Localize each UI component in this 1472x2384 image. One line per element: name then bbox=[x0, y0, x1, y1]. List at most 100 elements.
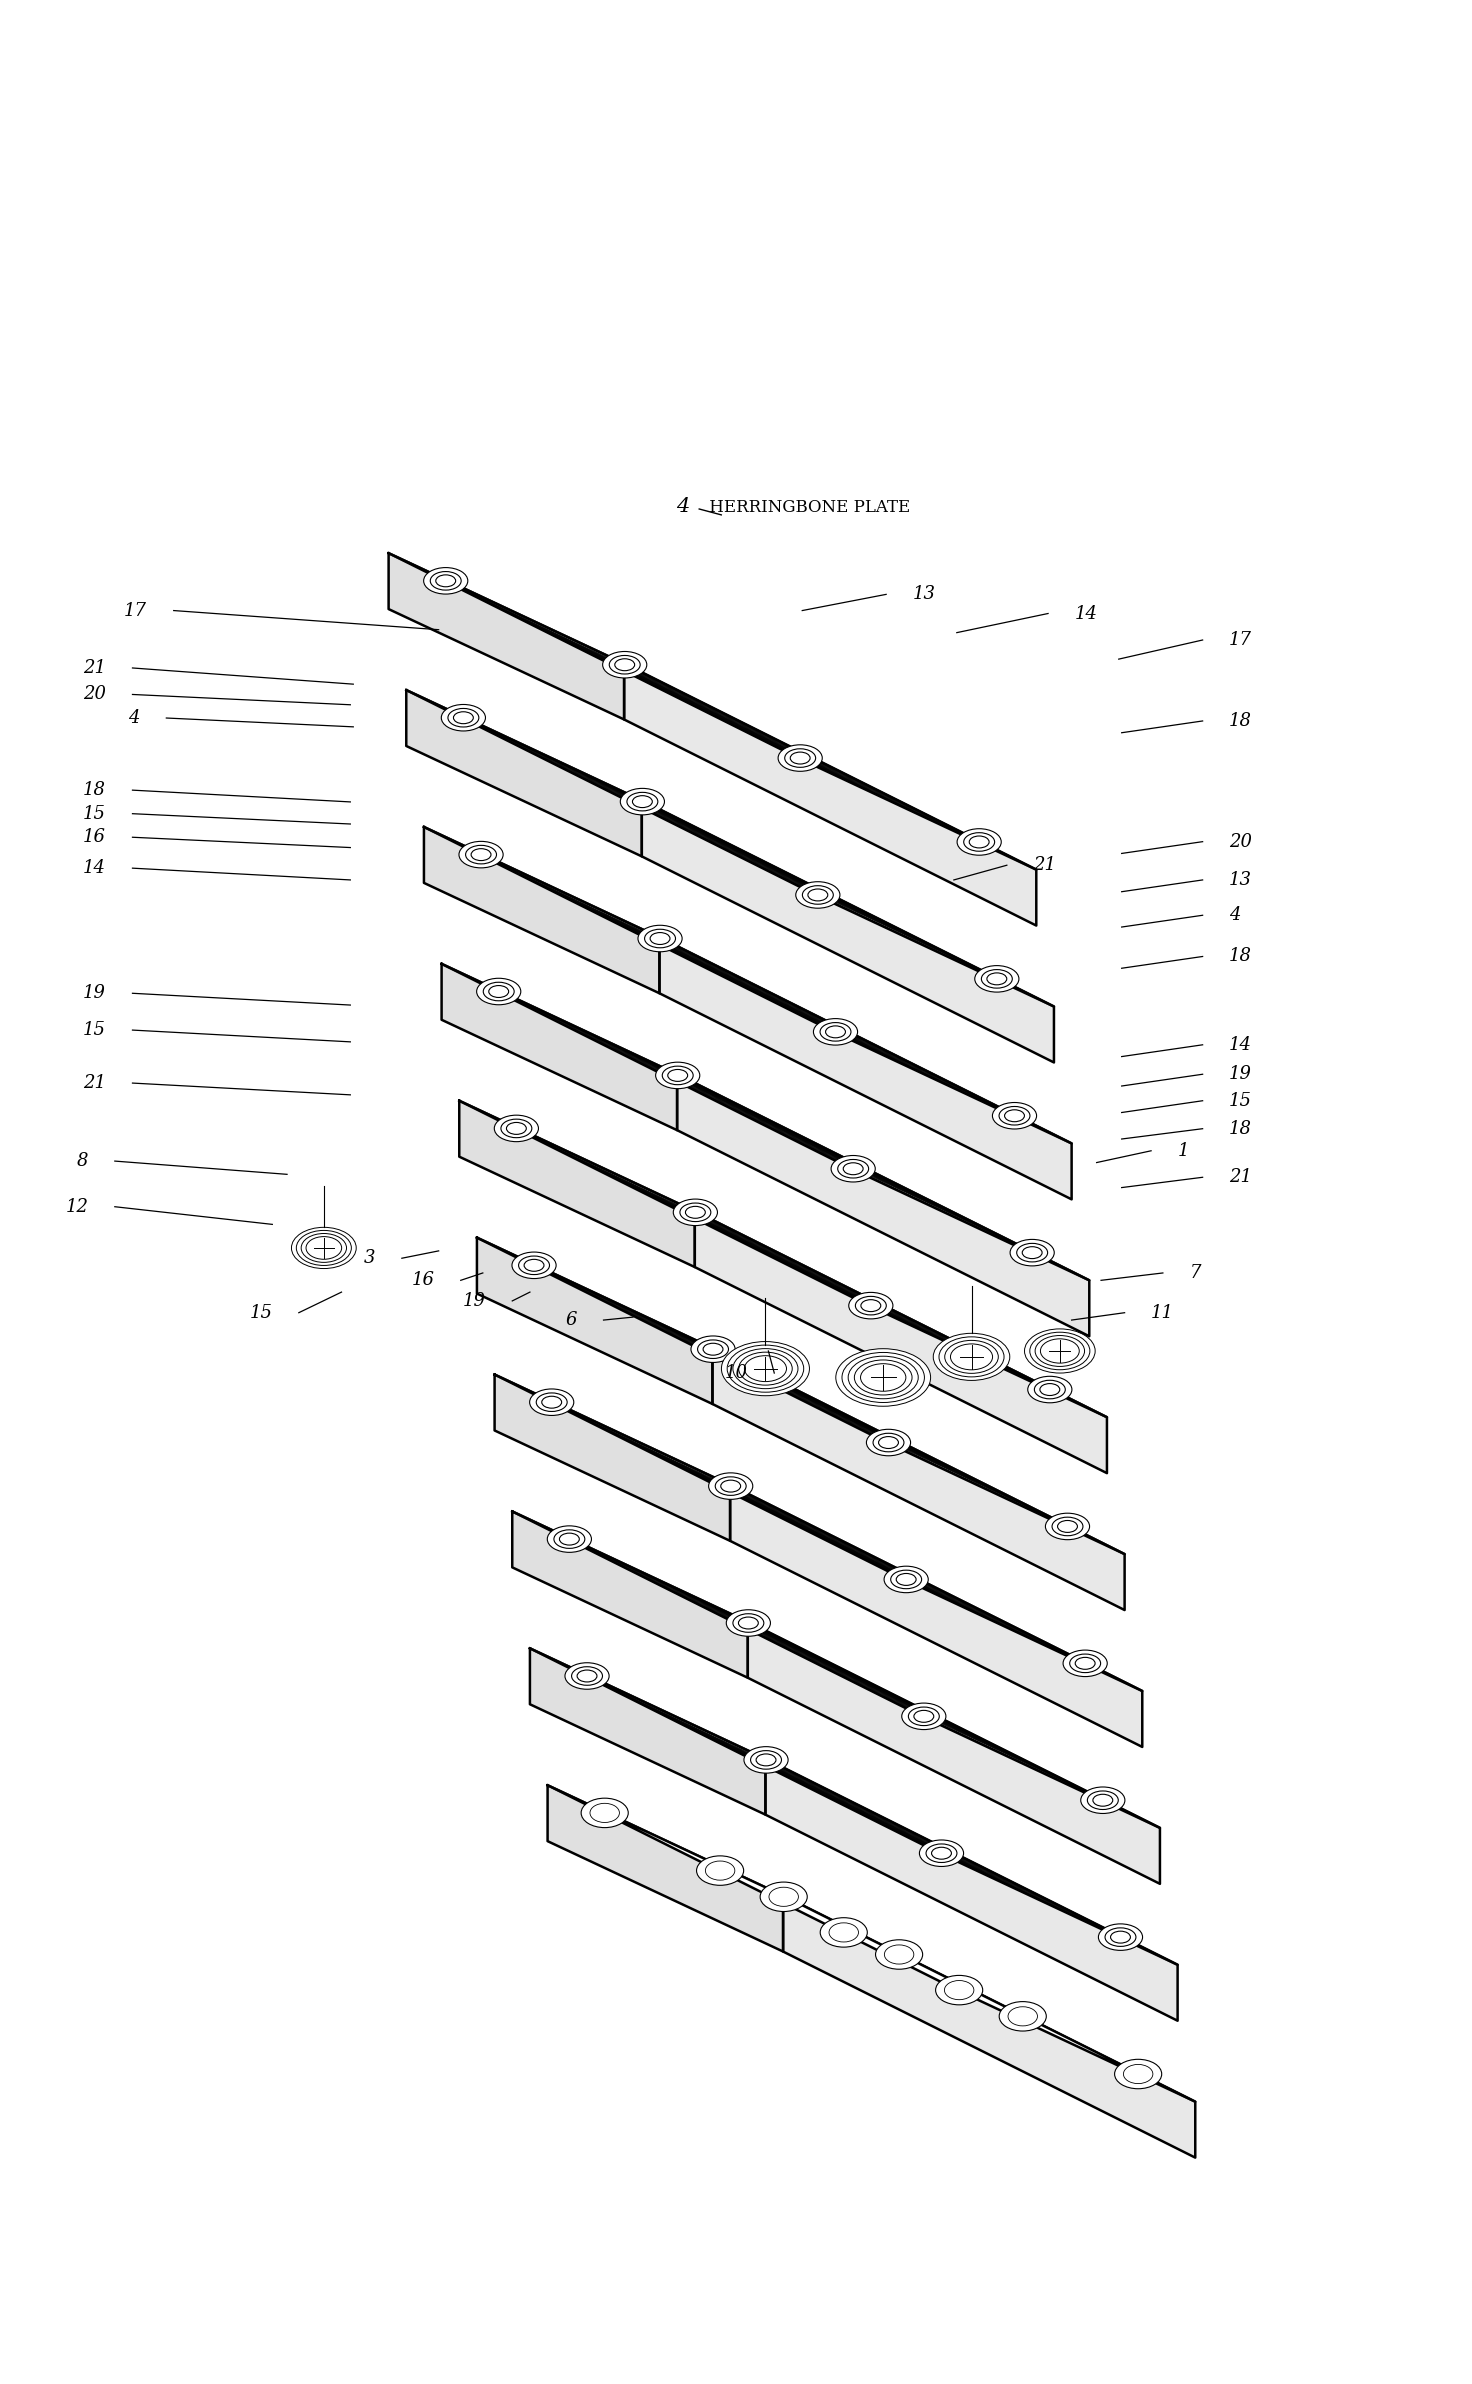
Ellipse shape bbox=[489, 985, 509, 997]
Ellipse shape bbox=[920, 1840, 964, 1867]
Ellipse shape bbox=[999, 1106, 1030, 1125]
Ellipse shape bbox=[908, 1707, 939, 1726]
Ellipse shape bbox=[926, 1843, 957, 1862]
Text: 14: 14 bbox=[82, 858, 106, 877]
Ellipse shape bbox=[933, 1333, 1010, 1380]
Ellipse shape bbox=[861, 1364, 905, 1392]
Ellipse shape bbox=[536, 1392, 567, 1411]
Text: 18: 18 bbox=[82, 782, 106, 799]
Text: 10: 10 bbox=[724, 1364, 748, 1383]
Ellipse shape bbox=[826, 1025, 845, 1037]
Ellipse shape bbox=[459, 842, 503, 868]
Polygon shape bbox=[712, 1347, 1125, 1609]
Ellipse shape bbox=[296, 1230, 352, 1266]
Ellipse shape bbox=[577, 1671, 598, 1683]
Ellipse shape bbox=[790, 751, 810, 763]
Ellipse shape bbox=[291, 1228, 356, 1268]
Ellipse shape bbox=[1010, 1240, 1054, 1266]
Polygon shape bbox=[406, 689, 642, 856]
Ellipse shape bbox=[745, 1356, 786, 1383]
Ellipse shape bbox=[733, 1614, 764, 1633]
Ellipse shape bbox=[506, 1123, 527, 1135]
Ellipse shape bbox=[820, 1917, 867, 1948]
Ellipse shape bbox=[829, 1924, 858, 1943]
Text: 19: 19 bbox=[462, 1292, 486, 1309]
Ellipse shape bbox=[848, 1356, 919, 1399]
Ellipse shape bbox=[662, 1066, 693, 1085]
Ellipse shape bbox=[876, 1941, 923, 1969]
Ellipse shape bbox=[867, 1430, 911, 1457]
Ellipse shape bbox=[726, 1609, 770, 1635]
Ellipse shape bbox=[982, 970, 1013, 987]
Ellipse shape bbox=[861, 1299, 880, 1311]
Ellipse shape bbox=[760, 1881, 807, 1912]
Ellipse shape bbox=[302, 1233, 346, 1264]
Polygon shape bbox=[442, 963, 677, 1130]
Polygon shape bbox=[642, 801, 1054, 1063]
Ellipse shape bbox=[1110, 1931, 1130, 1943]
Text: 19: 19 bbox=[1229, 1066, 1253, 1082]
Polygon shape bbox=[459, 1101, 1107, 1416]
Ellipse shape bbox=[1035, 1335, 1085, 1366]
Ellipse shape bbox=[442, 706, 486, 732]
Text: 21: 21 bbox=[1033, 856, 1057, 875]
Ellipse shape bbox=[1017, 1244, 1048, 1261]
Text: 1: 1 bbox=[1178, 1142, 1189, 1159]
Ellipse shape bbox=[1039, 1383, 1060, 1395]
Ellipse shape bbox=[1035, 1380, 1066, 1399]
Ellipse shape bbox=[602, 651, 646, 677]
Ellipse shape bbox=[1098, 1924, 1142, 1950]
Text: 15: 15 bbox=[82, 1020, 106, 1039]
Ellipse shape bbox=[721, 1342, 810, 1395]
Ellipse shape bbox=[590, 1802, 620, 1821]
Text: 21: 21 bbox=[82, 1075, 106, 1092]
Text: 12: 12 bbox=[65, 1197, 88, 1216]
Text: 4: 4 bbox=[1229, 906, 1241, 925]
Ellipse shape bbox=[581, 1798, 629, 1829]
Polygon shape bbox=[495, 1376, 730, 1540]
Ellipse shape bbox=[1045, 1514, 1089, 1540]
Ellipse shape bbox=[530, 1390, 574, 1416]
Ellipse shape bbox=[524, 1259, 545, 1271]
Ellipse shape bbox=[715, 1476, 746, 1495]
Ellipse shape bbox=[721, 1480, 740, 1492]
Ellipse shape bbox=[885, 1945, 914, 1964]
Polygon shape bbox=[783, 1895, 1195, 2158]
Ellipse shape bbox=[424, 567, 468, 594]
Ellipse shape bbox=[637, 925, 682, 951]
Ellipse shape bbox=[447, 708, 478, 727]
Ellipse shape bbox=[891, 1571, 921, 1588]
Ellipse shape bbox=[696, 1855, 743, 1886]
Ellipse shape bbox=[1070, 1654, 1101, 1674]
Ellipse shape bbox=[743, 1747, 788, 1774]
Ellipse shape bbox=[1022, 1247, 1042, 1259]
Ellipse shape bbox=[751, 1750, 782, 1769]
Polygon shape bbox=[530, 1647, 765, 1814]
Ellipse shape bbox=[969, 837, 989, 849]
Text: 18: 18 bbox=[1229, 713, 1253, 730]
Ellipse shape bbox=[854, 1359, 913, 1395]
Polygon shape bbox=[677, 1075, 1089, 1337]
Ellipse shape bbox=[1025, 1328, 1095, 1373]
Polygon shape bbox=[477, 1237, 1125, 1554]
Ellipse shape bbox=[615, 658, 634, 670]
Ellipse shape bbox=[1041, 1340, 1079, 1364]
Ellipse shape bbox=[1123, 2065, 1153, 2084]
Polygon shape bbox=[406, 689, 1054, 1006]
Text: 14: 14 bbox=[1229, 1035, 1253, 1054]
Ellipse shape bbox=[802, 887, 833, 904]
Text: 18: 18 bbox=[1229, 946, 1253, 966]
Polygon shape bbox=[695, 1211, 1107, 1473]
Ellipse shape bbox=[974, 966, 1019, 992]
Ellipse shape bbox=[705, 1862, 735, 1881]
Ellipse shape bbox=[999, 2003, 1047, 2031]
Ellipse shape bbox=[651, 932, 670, 944]
Text: 11: 11 bbox=[1151, 1304, 1175, 1321]
Ellipse shape bbox=[838, 1159, 868, 1178]
Ellipse shape bbox=[814, 1018, 858, 1044]
Polygon shape bbox=[477, 1237, 712, 1404]
Polygon shape bbox=[548, 1786, 1195, 2103]
Polygon shape bbox=[548, 1786, 783, 1952]
Ellipse shape bbox=[1080, 1788, 1125, 1814]
Ellipse shape bbox=[436, 575, 456, 586]
